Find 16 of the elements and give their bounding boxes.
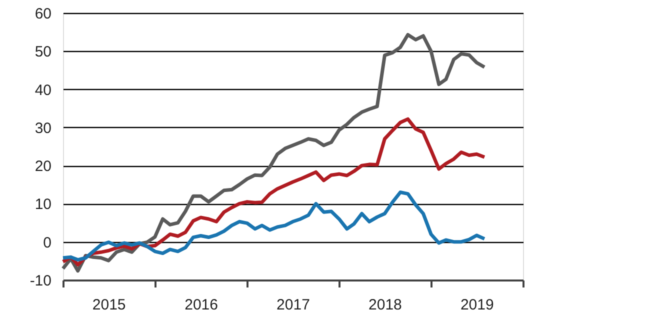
x-tick-label: 2019 [460,296,494,314]
x-tick-label: 2018 [368,296,402,314]
x-tick-label: 2015 [92,296,126,314]
y-tick-label: 40 [34,82,52,99]
y-tick-label: 50 [34,44,52,61]
line-series [61,32,486,273]
y-tick-label: 10 [34,196,52,214]
line-series [61,190,486,262]
y-tick-label: -10 [30,272,52,290]
x-tick-label: 2016 [184,296,218,314]
y-tick-label: 30 [34,120,52,137]
x-tick-label: 2017 [276,296,310,314]
y-tick-label: 20 [34,158,52,176]
y-tick-label: 0 [43,234,52,252]
line-series [61,117,486,266]
y-tick-label: 60 [34,6,52,22]
